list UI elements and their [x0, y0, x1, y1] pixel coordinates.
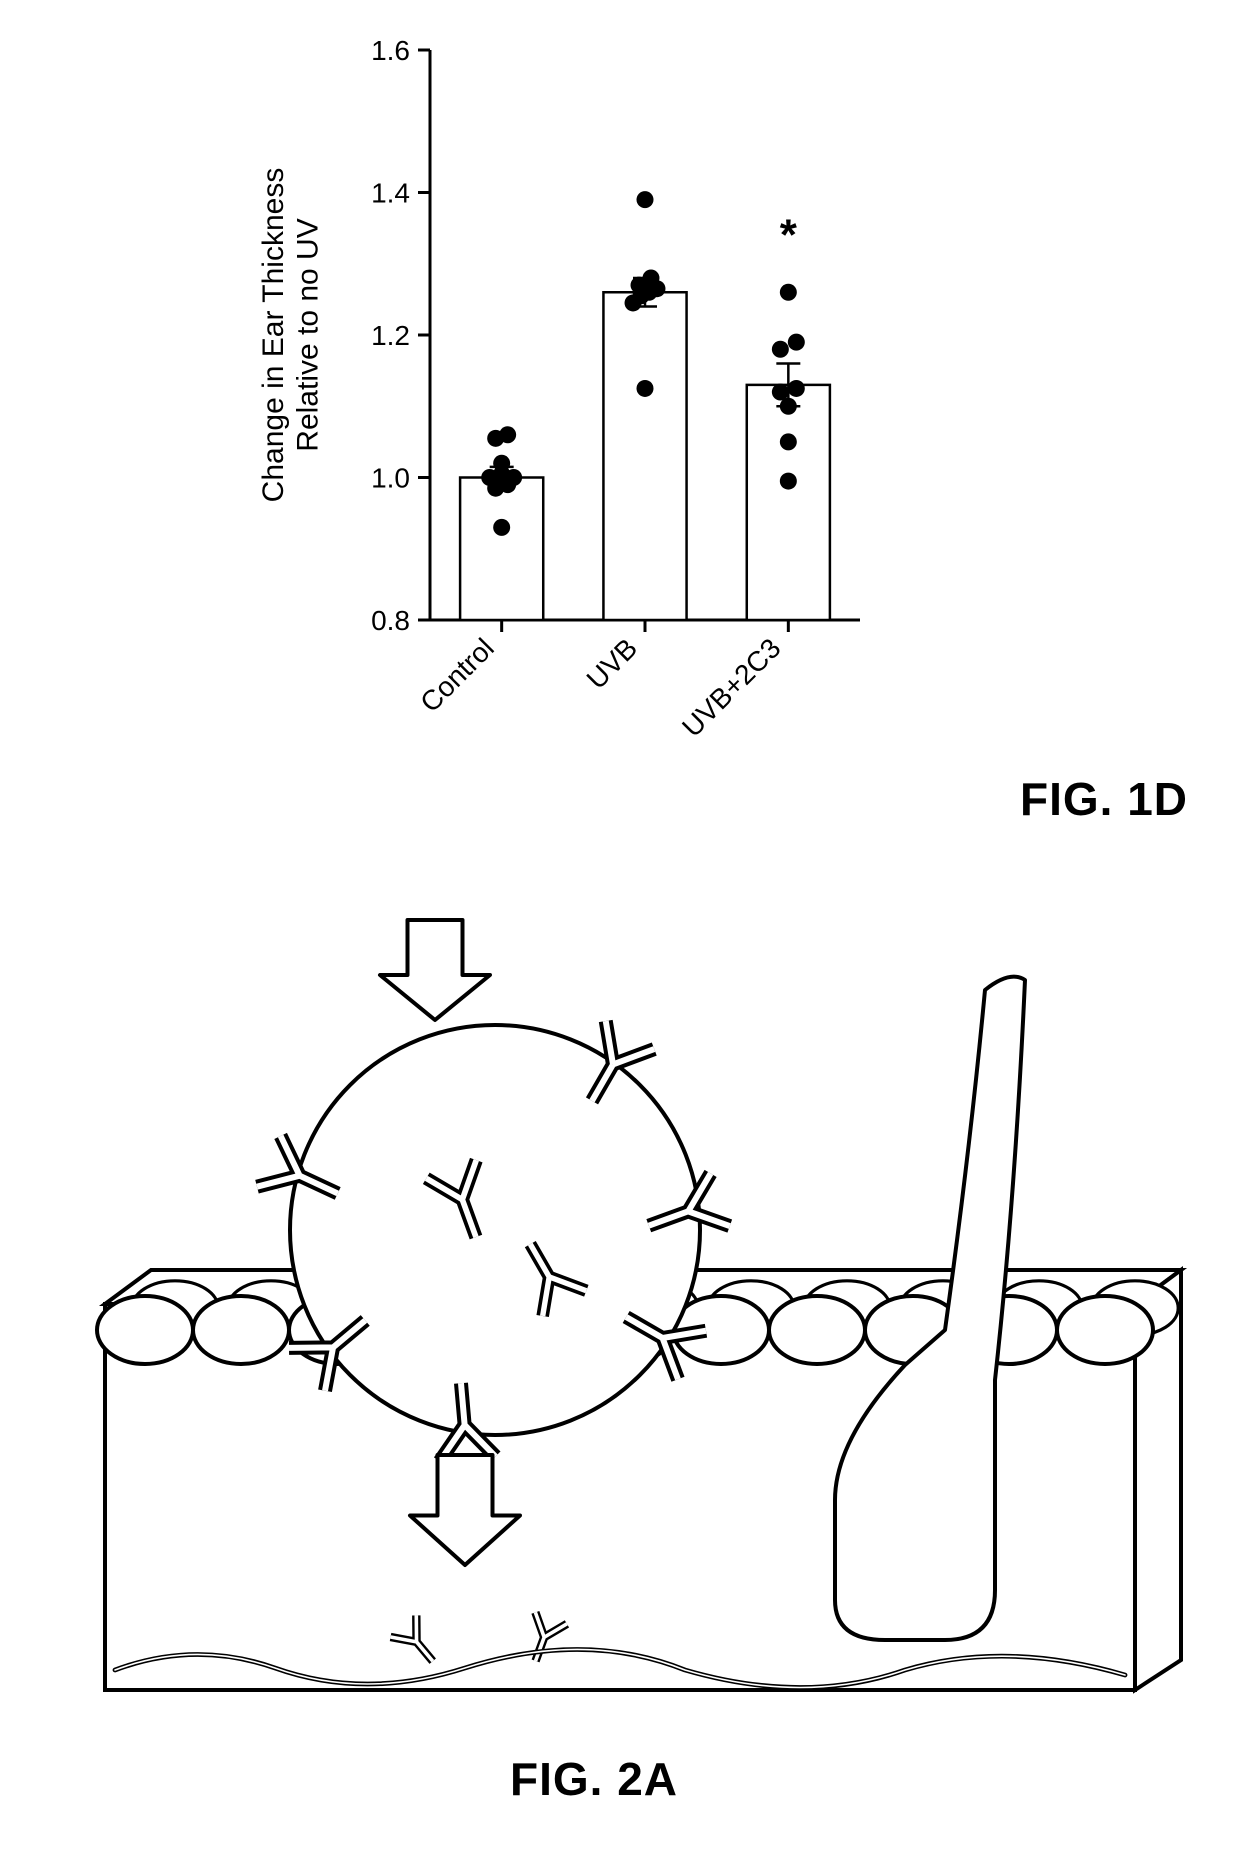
svg-text:Control: Control	[414, 632, 500, 718]
svg-text:0.8: 0.8	[371, 605, 410, 636]
fig1d-caption-text: FIG. 1D	[1020, 773, 1188, 825]
fig2a-diagram	[65, 900, 1195, 1720]
fig2a-caption: FIG. 2A	[510, 1752, 678, 1806]
svg-text:Relative to no UV: Relative to no UV	[291, 218, 324, 451]
fig2a-svg	[65, 900, 1195, 1720]
svg-text:1.6: 1.6	[371, 35, 410, 66]
fig2a-caption-text: FIG. 2A	[510, 1753, 678, 1805]
fig1d-svg: 0.8 1.0 1.2 1.4 1.6 Change in Ear ThicknessRe…	[260, 30, 880, 850]
svg-text:Change in Ear Thickness: Change in Ear Thickness	[260, 168, 290, 503]
svg-text:UVB: UVB	[581, 632, 644, 695]
svg-text:1.2: 1.2	[371, 320, 410, 351]
fig1d-caption: FIG. 1D	[1020, 772, 1188, 826]
svg-text:1.0: 1.0	[371, 463, 410, 494]
svg-text:UVB+2C3: UVB+2C3	[676, 632, 787, 743]
fig1d-chart: 0.8 1.0 1.2 1.4 1.6 Change in Ear ThicknessRe…	[260, 30, 880, 850]
svg-text:*: *	[780, 211, 798, 260]
svg-text:1.4: 1.4	[371, 178, 410, 209]
page: 0.8 1.0 1.2 1.4 1.6 Change in Ear ThicknessRe…	[0, 0, 1240, 1867]
